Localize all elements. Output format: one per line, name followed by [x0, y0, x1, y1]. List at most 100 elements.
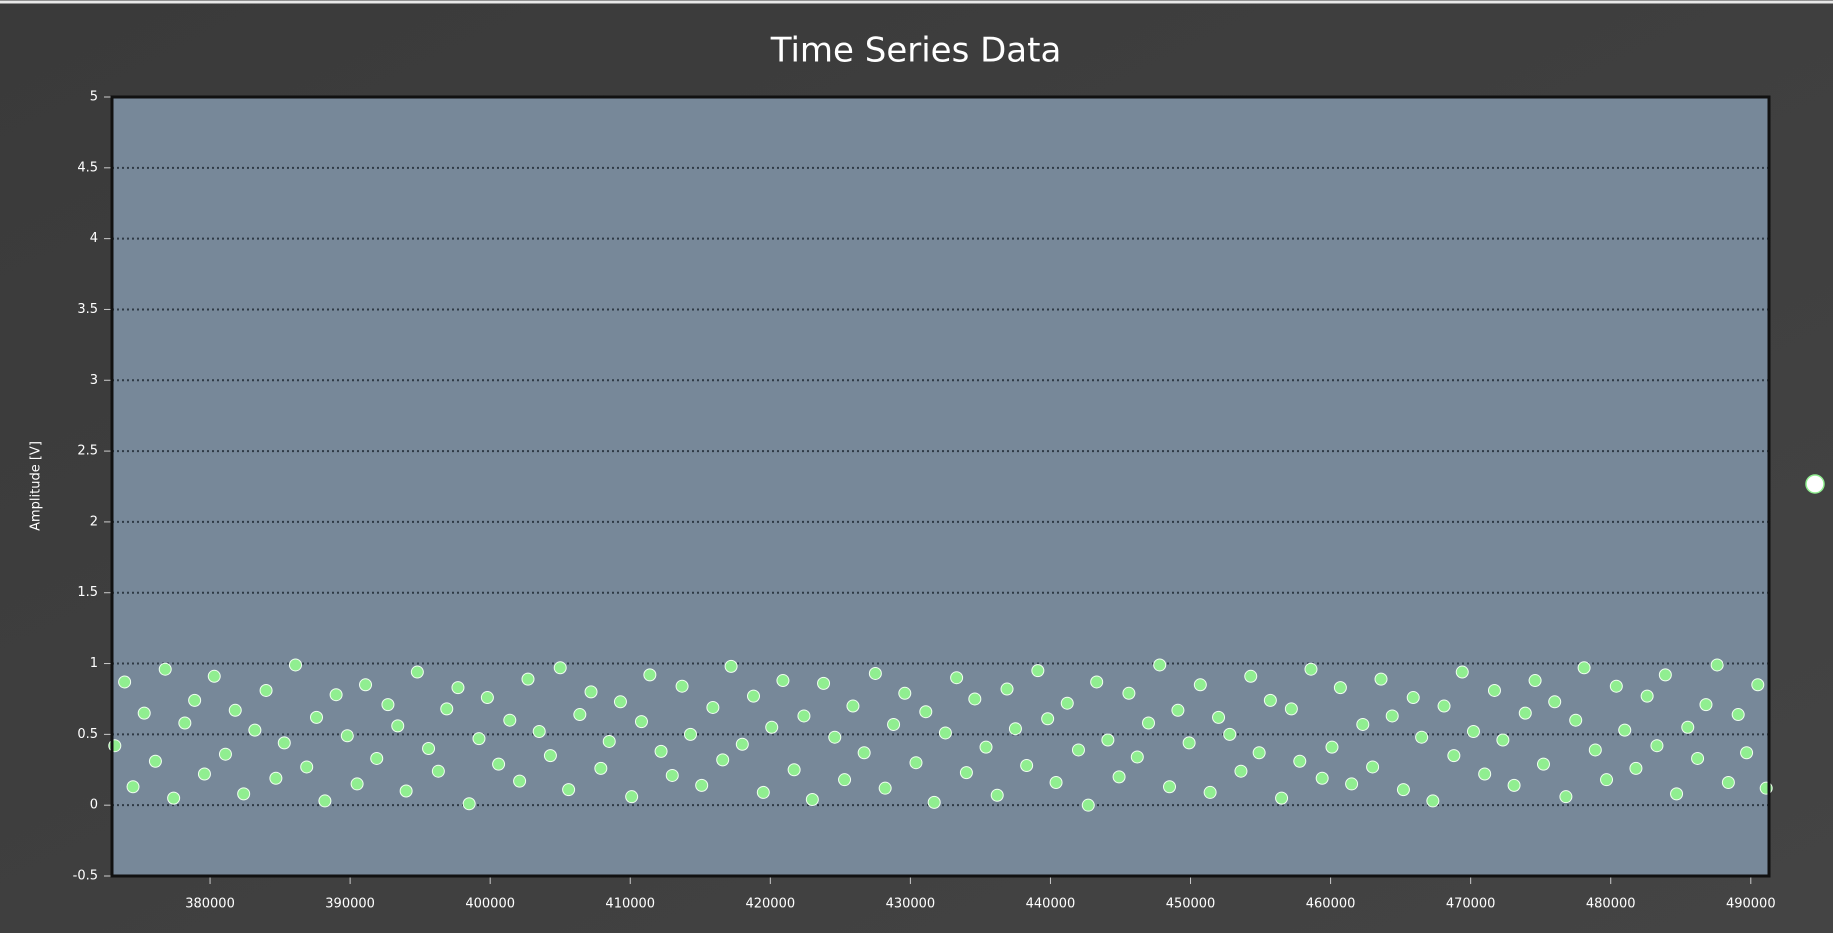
point: [1548, 695, 1562, 709]
point: [857, 746, 871, 760]
point: [1041, 712, 1055, 726]
point: [1466, 725, 1480, 739]
point: [521, 672, 535, 686]
x-tick-label: 440000: [1026, 897, 1076, 912]
point: [1487, 683, 1501, 697]
point: [1345, 777, 1359, 791]
point: [1263, 693, 1277, 707]
point: [878, 781, 892, 795]
point: [1670, 787, 1684, 801]
point: [1153, 658, 1167, 672]
point: [513, 774, 527, 788]
point: [979, 740, 993, 754]
point: [959, 766, 973, 780]
point: [938, 726, 952, 740]
point: [197, 767, 211, 781]
point: [1437, 699, 1451, 713]
point: [462, 797, 476, 811]
point: [1426, 794, 1440, 808]
point: [1415, 730, 1429, 744]
point: [178, 716, 192, 730]
point: [1559, 790, 1573, 804]
point: [1740, 746, 1754, 760]
point: [1609, 679, 1623, 693]
point: [472, 732, 486, 746]
x-tick-label: 410000: [605, 897, 655, 912]
point: [909, 756, 923, 770]
point: [1640, 689, 1654, 703]
legend-marker: [1805, 474, 1825, 494]
point: [838, 773, 852, 787]
y-tick-label: 5: [90, 90, 98, 105]
y-tick-label: 4.5: [77, 160, 98, 175]
point: [797, 709, 811, 723]
point: [248, 723, 262, 737]
point: [990, 788, 1004, 802]
point: [1293, 754, 1307, 768]
point: [340, 729, 354, 743]
point: [1171, 703, 1185, 717]
point: [167, 791, 181, 805]
point: [787, 763, 801, 777]
point: [1081, 798, 1095, 812]
x-tick-label: 490000: [1726, 897, 1776, 912]
point: [391, 719, 405, 733]
point: [1090, 675, 1104, 689]
point: [350, 777, 364, 791]
point: [625, 790, 639, 804]
point: [1731, 708, 1745, 722]
point: [1396, 783, 1410, 797]
point: [828, 730, 842, 744]
point: [503, 713, 517, 727]
x-tick-label: 380000: [185, 897, 235, 912]
point: [584, 685, 598, 699]
point: [1507, 778, 1521, 792]
point: [724, 659, 738, 673]
y-tick-label: -0.5: [73, 869, 98, 884]
point: [1751, 678, 1765, 692]
point: [1049, 776, 1063, 790]
point: [1060, 696, 1074, 710]
point: [237, 787, 251, 801]
point: [1101, 733, 1115, 747]
y-tick-label: 0.5: [77, 727, 98, 742]
x-tick-label: 470000: [1446, 897, 1496, 912]
x-tick-label: 450000: [1166, 897, 1216, 912]
point: [1496, 733, 1510, 747]
point: [1275, 791, 1289, 805]
point: [318, 794, 332, 808]
point: [431, 764, 445, 778]
point: [1518, 706, 1532, 720]
point: [1658, 668, 1672, 682]
point: [1600, 773, 1614, 787]
point: [1536, 757, 1550, 771]
point: [1721, 776, 1735, 790]
point: [716, 753, 730, 767]
point: [1385, 709, 1399, 723]
point: [562, 783, 576, 797]
point: [532, 725, 546, 739]
point: [370, 751, 384, 765]
point: [1455, 665, 1469, 679]
y-tick-label: 3.5: [77, 302, 98, 317]
point: [968, 692, 982, 706]
point: [634, 715, 648, 729]
point: [1325, 740, 1339, 754]
point: [1163, 780, 1177, 794]
point: [1691, 751, 1705, 765]
y-tick-label: 0: [90, 798, 98, 813]
point: [927, 795, 941, 809]
point: [1304, 662, 1318, 676]
point: [1333, 681, 1347, 695]
point: [300, 760, 314, 774]
point: [1588, 743, 1602, 757]
point: [451, 681, 465, 695]
point: [553, 661, 567, 675]
point: [683, 727, 697, 741]
point: [665, 768, 679, 782]
point: [1478, 767, 1492, 781]
point: [1244, 669, 1258, 683]
point: [480, 691, 494, 705]
point: [137, 706, 151, 720]
